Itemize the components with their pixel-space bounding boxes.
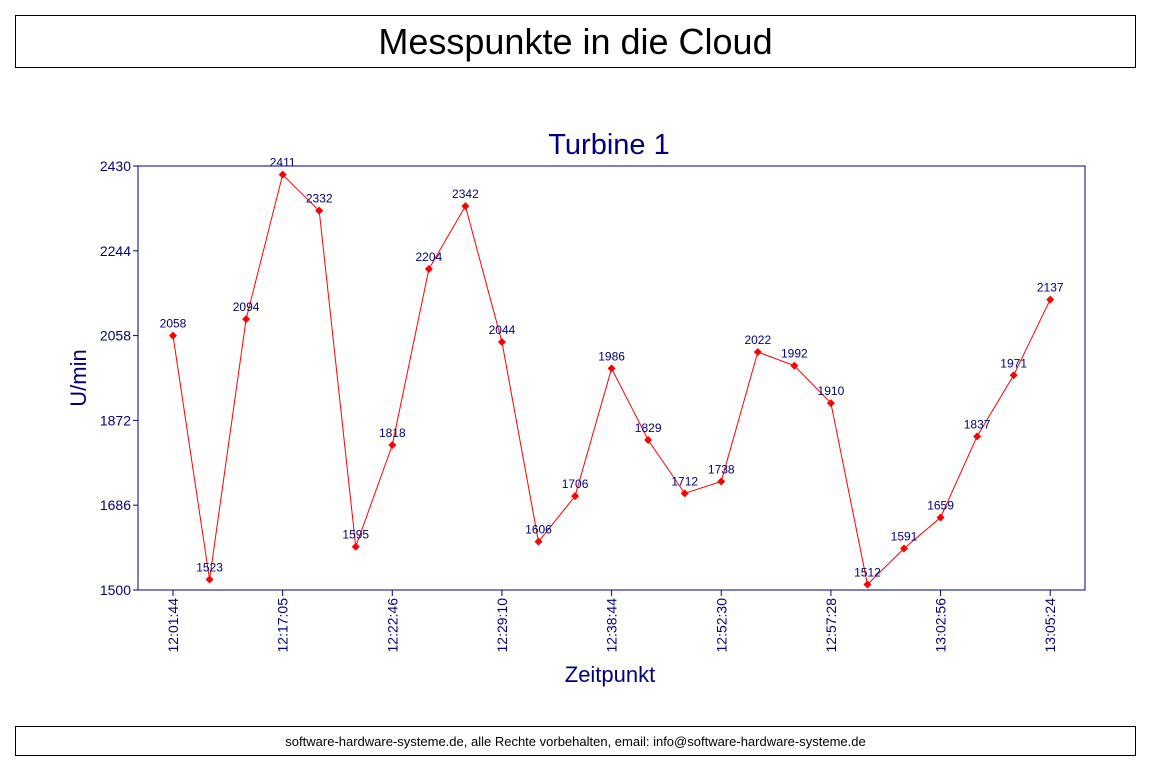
x-axis: 12:01:44 12:17:05 12:22:46 12:29:10 12:38:44… xyxy=(165,590,1058,653)
data-label: 1829 xyxy=(635,421,662,435)
x-tick-label: 13:02:56 xyxy=(933,598,949,653)
data-point xyxy=(790,361,799,370)
data-markers xyxy=(169,170,1055,589)
plot-frame xyxy=(137,165,1086,591)
data-point xyxy=(607,364,616,373)
x-tick-label: 12:22:46 xyxy=(384,598,400,653)
data-point xyxy=(644,436,653,445)
data-point xyxy=(753,348,762,357)
series-line xyxy=(172,173,1051,586)
x-tick-label: 12:52:30 xyxy=(713,598,729,653)
data-label: 1659 xyxy=(927,499,954,513)
data-point xyxy=(1009,371,1018,380)
y-axis-label: U/min xyxy=(66,349,91,406)
data-point xyxy=(388,441,397,450)
data-point xyxy=(424,265,433,274)
y-tick-label: 2058 xyxy=(100,328,131,344)
x-tick-label: 13:05:24 xyxy=(1042,598,1058,653)
data-point xyxy=(863,580,872,589)
data-label: 1971 xyxy=(1000,356,1027,370)
data-label: 2094 xyxy=(233,300,260,314)
data-label: 1818 xyxy=(379,426,406,440)
y-axis: 1500 1686 1872 2058 2244 2430 xyxy=(100,158,138,598)
data-label: 1738 xyxy=(708,462,735,476)
data-point xyxy=(315,206,324,215)
data-label: 2137 xyxy=(1037,281,1064,295)
data-label: 2332 xyxy=(306,192,333,206)
x-tick-label: 12:17:05 xyxy=(275,598,291,653)
footer-box: software-hardware-systeme.de, alle Recht… xyxy=(15,726,1136,756)
data-label: 1837 xyxy=(964,417,991,431)
data-point xyxy=(973,432,982,441)
data-label: 1523 xyxy=(196,561,223,575)
data-label: 1712 xyxy=(671,474,698,488)
page-title: Messpunkte in die Cloud xyxy=(378,20,773,62)
data-point xyxy=(680,489,689,498)
x-axis-label: Zeitpunkt xyxy=(565,662,656,687)
chart-title: Turbine 1 xyxy=(548,129,669,161)
data-point xyxy=(351,542,360,551)
data-point xyxy=(936,513,945,522)
x-tick-label: 12:38:44 xyxy=(604,598,620,653)
data-label: 2204 xyxy=(415,250,442,264)
data-point xyxy=(169,331,177,340)
data-label: 2022 xyxy=(744,333,771,347)
data-label: 1992 xyxy=(781,347,808,361)
data-label: 1986 xyxy=(598,349,625,363)
data-point xyxy=(534,537,543,546)
y-tick-label: 1686 xyxy=(100,497,131,513)
data-point xyxy=(497,337,506,346)
data-label: 1606 xyxy=(525,523,552,537)
data-label: 2342 xyxy=(452,187,479,201)
data-point xyxy=(717,477,726,486)
data-label: 2044 xyxy=(489,323,516,337)
x-tick-label: 12:01:44 xyxy=(165,598,181,653)
data-point xyxy=(1046,295,1055,304)
data-point xyxy=(571,492,580,501)
y-tick-label: 1872 xyxy=(100,412,131,428)
y-tick-label: 2244 xyxy=(100,243,131,259)
data-point xyxy=(205,575,214,584)
data-point xyxy=(278,170,287,179)
data-label: 2058 xyxy=(160,317,187,331)
data-label: 1591 xyxy=(891,530,918,544)
y-tick-label: 1500 xyxy=(100,582,131,598)
data-point xyxy=(900,544,908,553)
data-point xyxy=(826,399,835,408)
data-label: 1706 xyxy=(562,477,589,491)
data-labels: 2058 1523 2094 2411 2332 1595 1818 2204 2342 2044… xyxy=(160,156,1064,580)
header-box: Messpunkte in die Cloud xyxy=(15,15,1136,68)
data-label: 1910 xyxy=(818,384,845,398)
data-label: 2411 xyxy=(270,156,296,170)
data-label: 1512 xyxy=(854,566,881,580)
x-tick-label: 12:57:28 xyxy=(823,598,839,653)
data-point xyxy=(242,315,251,324)
data-label: 1595 xyxy=(342,528,369,542)
data-point xyxy=(461,202,470,211)
footer-copyright: software-hardware-systeme.de, alle Recht… xyxy=(285,733,866,749)
y-tick-label: 2430 xyxy=(100,158,131,174)
x-tick-label: 12:29:10 xyxy=(494,598,510,653)
